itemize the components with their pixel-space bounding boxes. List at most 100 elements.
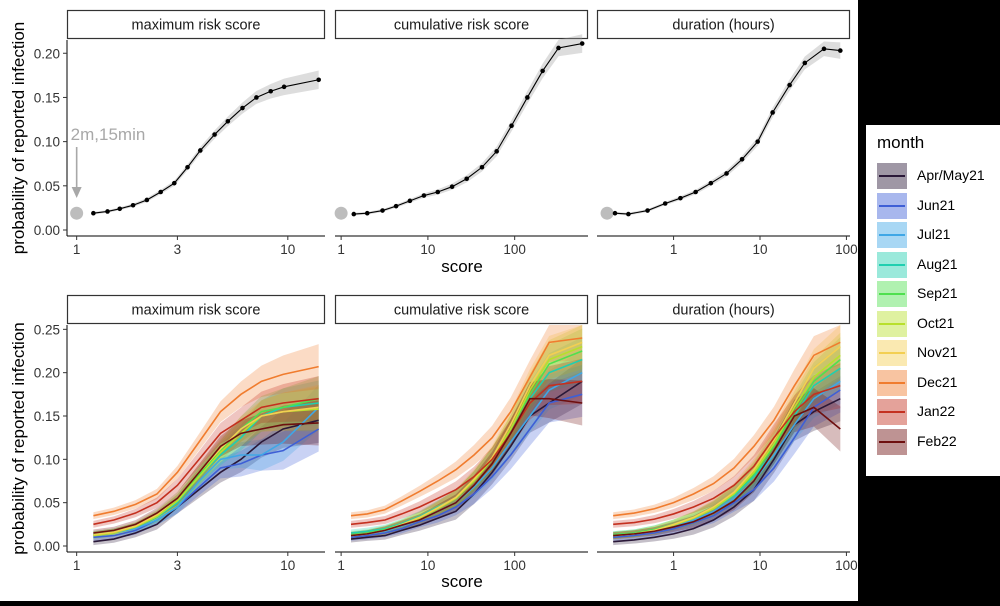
legend-line [879,381,905,384]
data-point [579,41,585,46]
data-point [787,82,792,88]
data-point [254,95,259,100]
legend-line [879,293,905,295]
series-line-dec21 [613,341,841,517]
confidence-band-feb22 [351,379,583,540]
y-tick-label: 0.15 [34,90,60,105]
annotation-arrow-head [71,187,82,198]
confidence-band-dec21 [351,325,583,520]
legend: month Apr/May21 Jun21 Jul21 Aug21 Sep21 Oct21… [866,125,1000,476]
series-line-dec21 [350,337,583,517]
legend-label: Nov21 [917,344,958,360]
y-axis-title: probability of reported infection [9,22,28,254]
data-point [144,197,150,203]
data-point [802,60,808,66]
x-tick-label: 1 [73,558,81,573]
confidence-band [353,34,583,216]
data-point [509,123,514,129]
confidence-band-jul21 [93,384,319,540]
figure-canvas: 0.00 0.05 0.10 0.15 0.20 probability of repor… [0,0,858,601]
panel-bottom-2: cumulative risk score 1 10 100 [334,294,589,573]
data-point [540,68,545,74]
legend-line [879,263,905,266]
legend-swatch [877,251,907,278]
legend-title: month [877,133,925,152]
data-point [240,105,245,111]
data-point [105,209,110,214]
data-point [693,189,698,195]
y-tick-label: 0.20 [34,46,60,61]
confidence-band [614,41,841,216]
facet-strip [66,9,326,40]
y-tick-label: 0.20 [34,366,60,381]
legend-line [879,322,905,325]
data-point [364,210,370,216]
data-point [770,110,775,115]
legend-swatch [877,369,907,396]
panel-top-2: cumulative risk score 1 10 100 [334,9,589,257]
data-point [268,88,274,94]
y-tick-label: 0.25 [34,322,60,337]
legend-swatch [877,340,907,366]
data-point [281,84,287,90]
data-point [708,180,714,186]
facet-title: cumulative risk score [394,303,529,319]
series-line [93,79,319,214]
series-line-jan22 [350,380,583,526]
data-point [197,148,203,153]
x-tick-label: 1 [337,558,345,573]
series-line-aprmay21 [613,397,841,543]
x-tick-label: 10 [752,558,767,573]
faceted-chart: 0.00 0.05 0.10 0.15 0.20 probability of repor… [9,9,858,591]
confidence-band-dec21 [613,325,841,520]
facet-title: duration (hours) [672,303,774,319]
series-line-jun21 [350,393,583,539]
confidence-band-nov21 [93,384,319,539]
x-tick-label: 10 [280,242,295,257]
legend-line [879,352,905,354]
data-point [158,189,163,195]
series-line-feb22 [613,406,841,537]
data-point [645,208,650,213]
facet-title: maximum risk score [132,303,261,319]
y-tick-label: 0.05 [34,496,60,511]
confidence-band-nov21 [351,325,583,540]
legend-label: Aug21 [917,255,958,272]
confidence-band-sep21 [93,376,319,539]
legend-label: Apr/May21 [917,167,985,183]
legend-swatch [877,310,907,337]
data-point [464,176,469,182]
series-line-aprmay21 [93,419,319,543]
legend-item: Nov21 [877,340,1000,366]
facet-title: duration (hours) [672,18,774,34]
x-axis-title: score [441,572,483,591]
confidence-band-aprmay21 [93,397,319,546]
data-point [449,184,455,189]
y-tick-label: 0.10 [34,135,60,150]
data-point [662,201,668,206]
data-point [739,157,745,162]
legend-line [879,204,905,207]
panel-bottom-1: maximum risk score 1 3 10 [66,294,326,573]
data-point [724,171,729,176]
x-tick-label: 100 [503,242,526,257]
legend-swatch [877,399,907,425]
legend-swatch [877,428,907,455]
data-point [171,180,177,186]
x-tick-label: 100 [835,558,858,573]
confidence-band [93,70,319,215]
legend-line [879,440,905,443]
series-line-feb22 [350,397,583,537]
legend-label: Jul21 [917,226,951,242]
x-tick-label: 1 [73,242,81,257]
data-point [380,208,385,213]
x-tick-label: 3 [174,558,182,573]
data-point [351,211,357,217]
x-axis-title: score [441,257,483,276]
legend-swatch [877,222,907,248]
x-tick-label: 10 [420,242,435,257]
legend-item: Sep21 [877,281,1000,307]
x-tick-label: 10 [420,558,435,573]
data-point [525,95,530,100]
legend-line [879,411,905,413]
